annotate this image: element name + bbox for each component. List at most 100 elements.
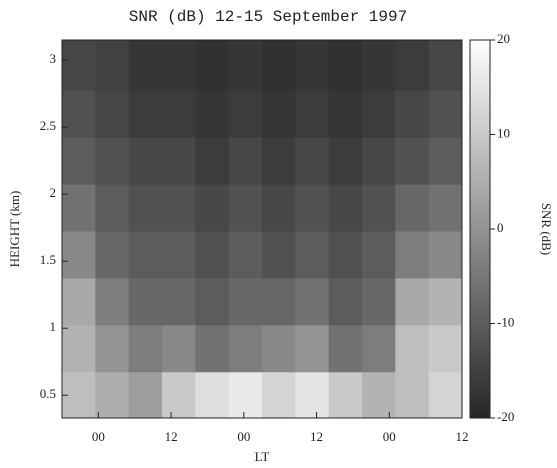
heatmap-cell [362, 324, 396, 373]
heatmap-cell [128, 371, 163, 419]
heatmap-cell [195, 277, 230, 326]
heatmap-cell [95, 137, 130, 185]
heatmap-cell [428, 277, 463, 326]
heatmap-cell [195, 324, 230, 373]
heatmap-cell [428, 137, 463, 185]
x-tick-label: 00 [237, 429, 250, 444]
x-tick-label: 12 [310, 429, 323, 444]
heatmap-cell [262, 40, 296, 91]
heatmap-cell [162, 184, 196, 232]
heatmap-cell [328, 371, 363, 419]
heatmap-cell [395, 277, 430, 326]
heatmap-cell [362, 231, 396, 279]
heatmap-cell [128, 277, 163, 326]
heatmap-cell [95, 371, 130, 419]
heatmap-cell [328, 40, 363, 91]
heatmap-cell [228, 324, 263, 373]
heatmap-cell [162, 371, 196, 419]
heatmap-cell [395, 184, 430, 232]
heatmap-cell [362, 184, 396, 232]
heatmap-cell [295, 90, 330, 138]
heatmap-cell [95, 184, 130, 232]
heatmap-cell [195, 137, 230, 185]
heatmap-cell [195, 90, 230, 138]
heatmap-cell [295, 231, 330, 279]
heatmap-cell [395, 90, 430, 138]
heatmap-cell [428, 324, 463, 373]
heatmap-cell [162, 90, 196, 138]
colorbar-tick-label: -10 [497, 314, 514, 329]
heatmap-cell [128, 90, 163, 138]
x-tick-label: 00 [92, 429, 105, 444]
colorbar-tick-label: 0 [497, 220, 504, 235]
heatmap-cell [128, 231, 163, 279]
heatmap-cell [395, 371, 430, 419]
heatmap-cell [62, 90, 96, 138]
heatmap-cell [295, 137, 330, 185]
heatmap-cell [228, 184, 263, 232]
heatmap-cell [395, 231, 430, 279]
y-tick-label: 2.5 [40, 118, 56, 133]
heatmap-cell [195, 184, 230, 232]
heatmap-cell [328, 324, 363, 373]
y-tick-label: 3 [50, 51, 57, 66]
heatmap-cell [128, 324, 163, 373]
heatmap-cell [428, 184, 463, 232]
heatmap-cell [62, 277, 96, 326]
heatmap-cell [228, 371, 263, 419]
heatmap-cell [428, 371, 463, 419]
heatmap-cell [262, 231, 296, 279]
heatmap-cell [62, 137, 96, 185]
heatmap-cell [228, 90, 263, 138]
colorbar-tick-label: 10 [497, 125, 510, 140]
heatmap-cell [295, 277, 330, 326]
heatmap-cell [95, 231, 130, 279]
heatmap-cell [362, 40, 396, 91]
y-tick-label: 2 [50, 185, 57, 200]
heatmap-cell [328, 90, 363, 138]
heatmap-cell [95, 90, 130, 138]
heatmap-cell [362, 137, 396, 185]
plot-frame [61, 39, 463, 419]
y-axis-label: HEIGHT (km) [7, 191, 22, 268]
heatmap-cell [95, 324, 130, 373]
heatmap-cell [362, 277, 396, 326]
heatmap-cell [128, 184, 163, 232]
heatmap-cell [62, 231, 96, 279]
heatmap-cell [395, 137, 430, 185]
heatmap-cell [262, 277, 296, 326]
colorbar-tick-label: 20 [497, 31, 510, 46]
heatmap-cell [328, 184, 363, 232]
heatmap-cell [162, 137, 196, 185]
heatmap-cell [295, 324, 330, 373]
heatmap-cell [262, 324, 296, 373]
heatmap-cell [262, 137, 296, 185]
heatmap-cell [228, 277, 263, 326]
heatmap-cell [195, 231, 230, 279]
heatmap-cell [228, 231, 263, 279]
y-tick-label: 0.5 [40, 386, 56, 401]
colorbar-tick-label: -20 [497, 409, 514, 424]
heatmap-cell [262, 371, 296, 419]
colorbar-label: SNR (dB) [539, 203, 554, 255]
y-tick-label: 1 [50, 319, 57, 334]
heatmap-cell [428, 231, 463, 279]
heatmap-cell [362, 90, 396, 138]
heatmap-cell [428, 90, 463, 138]
heatmap-cell [162, 277, 196, 326]
heatmap-cell [262, 184, 296, 232]
heatmap-cell [128, 137, 163, 185]
heatmap-cell [162, 324, 196, 373]
x-axis-label: LT [255, 449, 270, 464]
heatmap-cell [228, 137, 263, 185]
heatmap-cell [328, 277, 363, 326]
x-tick-label: 00 [383, 429, 396, 444]
heatmap-cell [395, 40, 430, 91]
heatmap-cell [162, 40, 196, 91]
heatmap-cell [328, 137, 363, 185]
heatmap-cell [395, 324, 430, 373]
heatmap-cell [195, 40, 230, 91]
heatmap-cell [162, 231, 196, 279]
heatmap-cell [195, 371, 230, 419]
